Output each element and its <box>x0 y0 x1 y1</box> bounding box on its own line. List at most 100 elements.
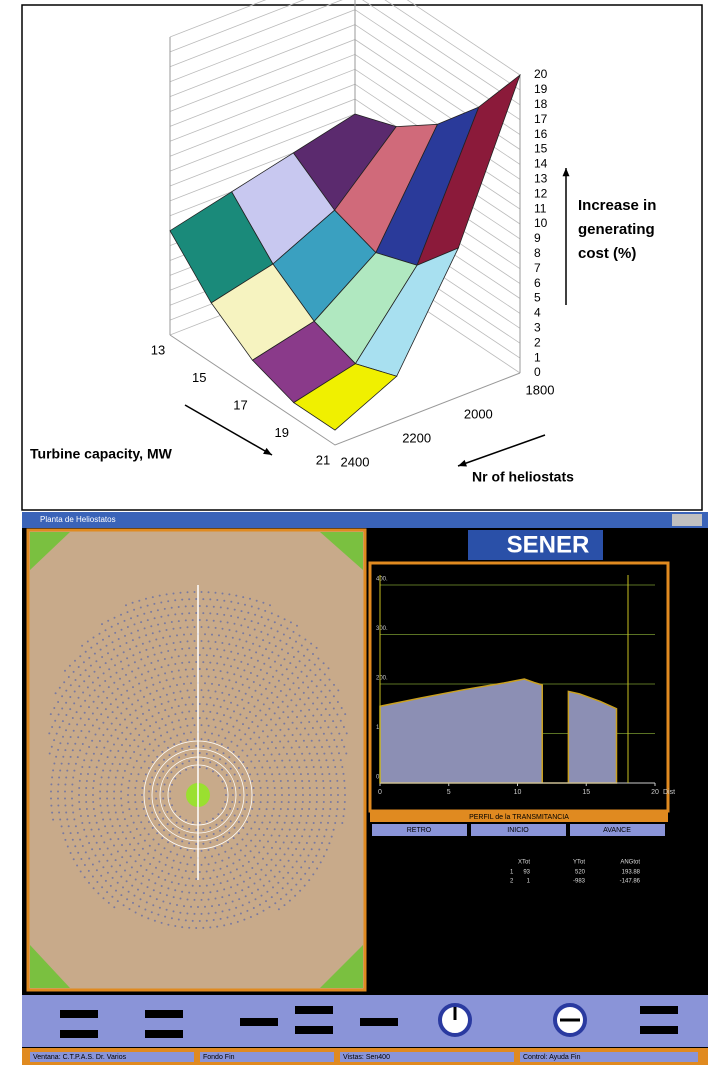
heliostat <box>142 848 144 850</box>
heliostat <box>117 688 119 690</box>
heliostat <box>224 787 226 789</box>
heliostat <box>195 612 197 614</box>
heliostat <box>152 873 154 875</box>
heliostat <box>292 866 294 868</box>
heliostat <box>96 746 98 748</box>
heliostat <box>255 690 257 692</box>
heliostat <box>296 728 298 730</box>
heliostat <box>281 760 283 762</box>
heliostat <box>84 700 86 702</box>
heliostat <box>241 889 243 891</box>
heliostat <box>249 773 251 775</box>
heliostat <box>248 886 250 888</box>
heliostat <box>246 794 248 796</box>
field-box[interactable] <box>360 1018 398 1026</box>
heliostat <box>216 876 218 878</box>
heliostat <box>118 638 120 640</box>
heliostat <box>215 627 217 629</box>
heliostat <box>135 645 137 647</box>
heliostat <box>284 684 286 686</box>
heliostat <box>147 605 149 607</box>
heliostat <box>192 619 194 621</box>
heliostat <box>107 756 109 758</box>
heliostat <box>301 645 303 647</box>
heliostat <box>227 880 229 882</box>
heliostat <box>120 876 122 878</box>
heliostat <box>93 701 95 703</box>
heliostat <box>312 715 314 717</box>
heliostat <box>199 920 201 922</box>
heliostat <box>300 866 302 868</box>
field-box[interactable] <box>145 1030 183 1038</box>
heliostat <box>301 808 303 810</box>
heliostat <box>241 699 243 701</box>
heliostat <box>267 801 269 803</box>
heliostat <box>107 848 109 850</box>
heliostat <box>233 837 235 839</box>
heliostat <box>101 886 103 888</box>
heliostat <box>174 925 176 927</box>
heliostat <box>336 808 338 810</box>
heliostat <box>150 625 152 627</box>
heliostat <box>95 734 97 736</box>
heliostat <box>220 670 222 672</box>
heliostat <box>88 882 90 884</box>
heliostat <box>219 758 221 760</box>
heliostat <box>139 651 141 653</box>
heliostat <box>74 660 76 662</box>
heliostat <box>276 670 278 672</box>
window-buttons[interactable] <box>672 514 702 526</box>
heliostat <box>85 794 87 796</box>
field-box[interactable] <box>295 1026 333 1034</box>
heliostat <box>62 736 64 738</box>
heliostat <box>182 763 184 765</box>
heliostat <box>281 787 283 789</box>
heliostat <box>61 763 63 765</box>
heliostat <box>290 621 292 623</box>
heliostat <box>227 672 229 674</box>
heliostat <box>266 828 268 830</box>
heliostat <box>309 835 311 837</box>
heliostat <box>216 890 218 892</box>
heliostat <box>96 766 98 768</box>
heliostat <box>221 860 223 862</box>
heliostat <box>121 784 123 786</box>
heliostat <box>112 641 114 643</box>
heliostat <box>153 889 155 891</box>
heliostat <box>263 910 265 912</box>
table-cell: 520 <box>575 870 586 876</box>
heliostat <box>253 666 255 668</box>
heliostat <box>227 708 229 710</box>
field-box[interactable] <box>640 1006 678 1014</box>
heliostat <box>293 682 295 684</box>
field-box[interactable] <box>640 1026 678 1034</box>
heliostat <box>146 901 148 903</box>
heliostat <box>272 702 274 704</box>
heliostat <box>64 670 66 672</box>
heliostat <box>173 743 175 745</box>
heliostat <box>124 770 126 772</box>
heliostat <box>192 885 194 887</box>
heliostat <box>250 738 252 740</box>
heliostat <box>220 656 222 658</box>
heliostat <box>211 634 213 636</box>
heliostat <box>280 780 282 782</box>
heliostat <box>309 787 311 789</box>
heliostat <box>132 639 134 641</box>
heliostat <box>131 671 133 673</box>
heliostat <box>175 750 177 752</box>
heliostat <box>304 873 306 875</box>
field-box[interactable] <box>60 1010 98 1018</box>
heliostat <box>126 861 128 863</box>
heliostat <box>337 801 339 803</box>
field-box[interactable] <box>295 1006 333 1014</box>
heliostat <box>147 656 149 658</box>
field-box[interactable] <box>145 1010 183 1018</box>
field-box[interactable] <box>240 1018 278 1026</box>
field-box[interactable] <box>60 1030 98 1038</box>
heliostat <box>166 679 168 681</box>
heliostat <box>300 734 302 736</box>
heliostat <box>254 767 256 769</box>
heliostat <box>111 658 113 660</box>
heliostat <box>263 678 265 680</box>
